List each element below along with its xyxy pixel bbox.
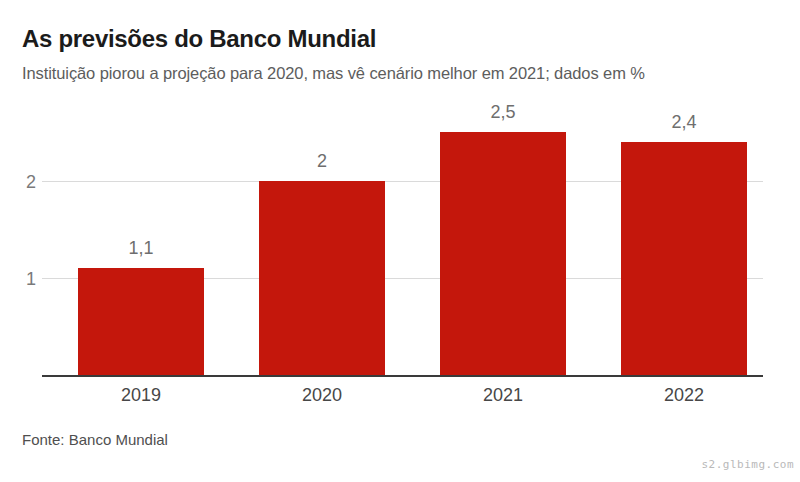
value-label-2019: 1,1: [91, 238, 191, 258]
x-axis-label-2020: 2020: [272, 385, 372, 405]
bar-2022: [621, 142, 747, 375]
source-note: Fonte: Banco Mundial: [22, 431, 168, 448]
value-label-2021: 2,5: [453, 102, 553, 122]
bar-2020: [259, 181, 385, 375]
x-axis-line: [42, 375, 763, 377]
y-axis-label-1: 1: [0, 270, 36, 288]
x-axis-label-2021: 2021: [453, 385, 553, 405]
value-label-2022: 2,4: [634, 112, 734, 132]
y-axis-label-2: 2: [0, 173, 36, 191]
value-label-2020: 2: [272, 151, 372, 171]
x-axis-label-2022: 2022: [634, 385, 734, 405]
bar-2021: [440, 132, 566, 375]
bar-2019: [78, 268, 204, 375]
x-axis-label-2019: 2019: [91, 385, 191, 405]
watermark: s2.glbimg.com: [701, 458, 794, 471]
bar-chart: 1 2 1,1 2019 2 2020 2,5 2021 2,4 2022: [0, 0, 800, 482]
infographic-page: As previsões do Banco Mundial Instituiçã…: [0, 0, 800, 482]
